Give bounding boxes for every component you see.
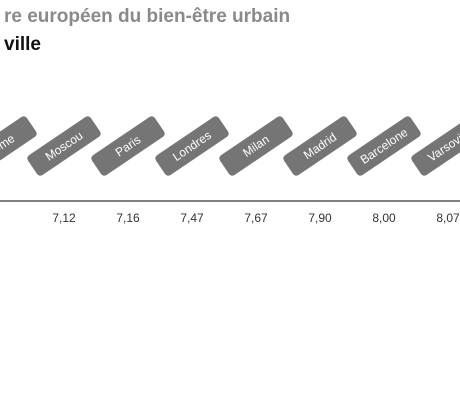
city-value-barcelone: 8,00 [372, 211, 396, 225]
city-tag-moscou: Moscou [27, 116, 101, 176]
city-tag-background [411, 116, 460, 176]
city-tags: Rome Moscou Paris Londres Milan Madrid Barcelo… [0, 116, 460, 176]
city-tag-background [219, 116, 293, 176]
city-tag-madrid: Madrid [283, 116, 357, 176]
chart-subtitle: ville [4, 34, 41, 55]
city-tag-milan: Milan [219, 116, 293, 176]
city-tag-londres: Londres [155, 116, 229, 176]
city-tag-rome: Rome [0, 116, 37, 176]
city-values: 7,12 7,16 7,47 7,67 7,90 8,00 8,07 [52, 211, 460, 225]
city-tag-barcelone: Barcelone [347, 116, 421, 176]
city-value-milan: 7,67 [244, 211, 268, 225]
city-tag-background [283, 116, 357, 176]
city-tag-varsovie: Varsovie [411, 116, 460, 176]
chart-title: re européen du bien-être urbain [4, 6, 291, 27]
city-value-londres: 7,47 [180, 211, 204, 225]
city-tag-background [155, 116, 229, 176]
city-tag-background [27, 116, 101, 176]
city-tag-background [0, 116, 37, 176]
city-value-paris: 7,16 [116, 211, 140, 225]
city-value-moscou: 7,12 [52, 211, 76, 225]
city-tag-paris: Paris [91, 116, 165, 176]
city-tag-background [347, 116, 421, 176]
city-value-madrid: 7,90 [308, 211, 332, 225]
city-value-varsovie: 8,07 [436, 211, 460, 225]
city-tag-background [91, 116, 165, 176]
